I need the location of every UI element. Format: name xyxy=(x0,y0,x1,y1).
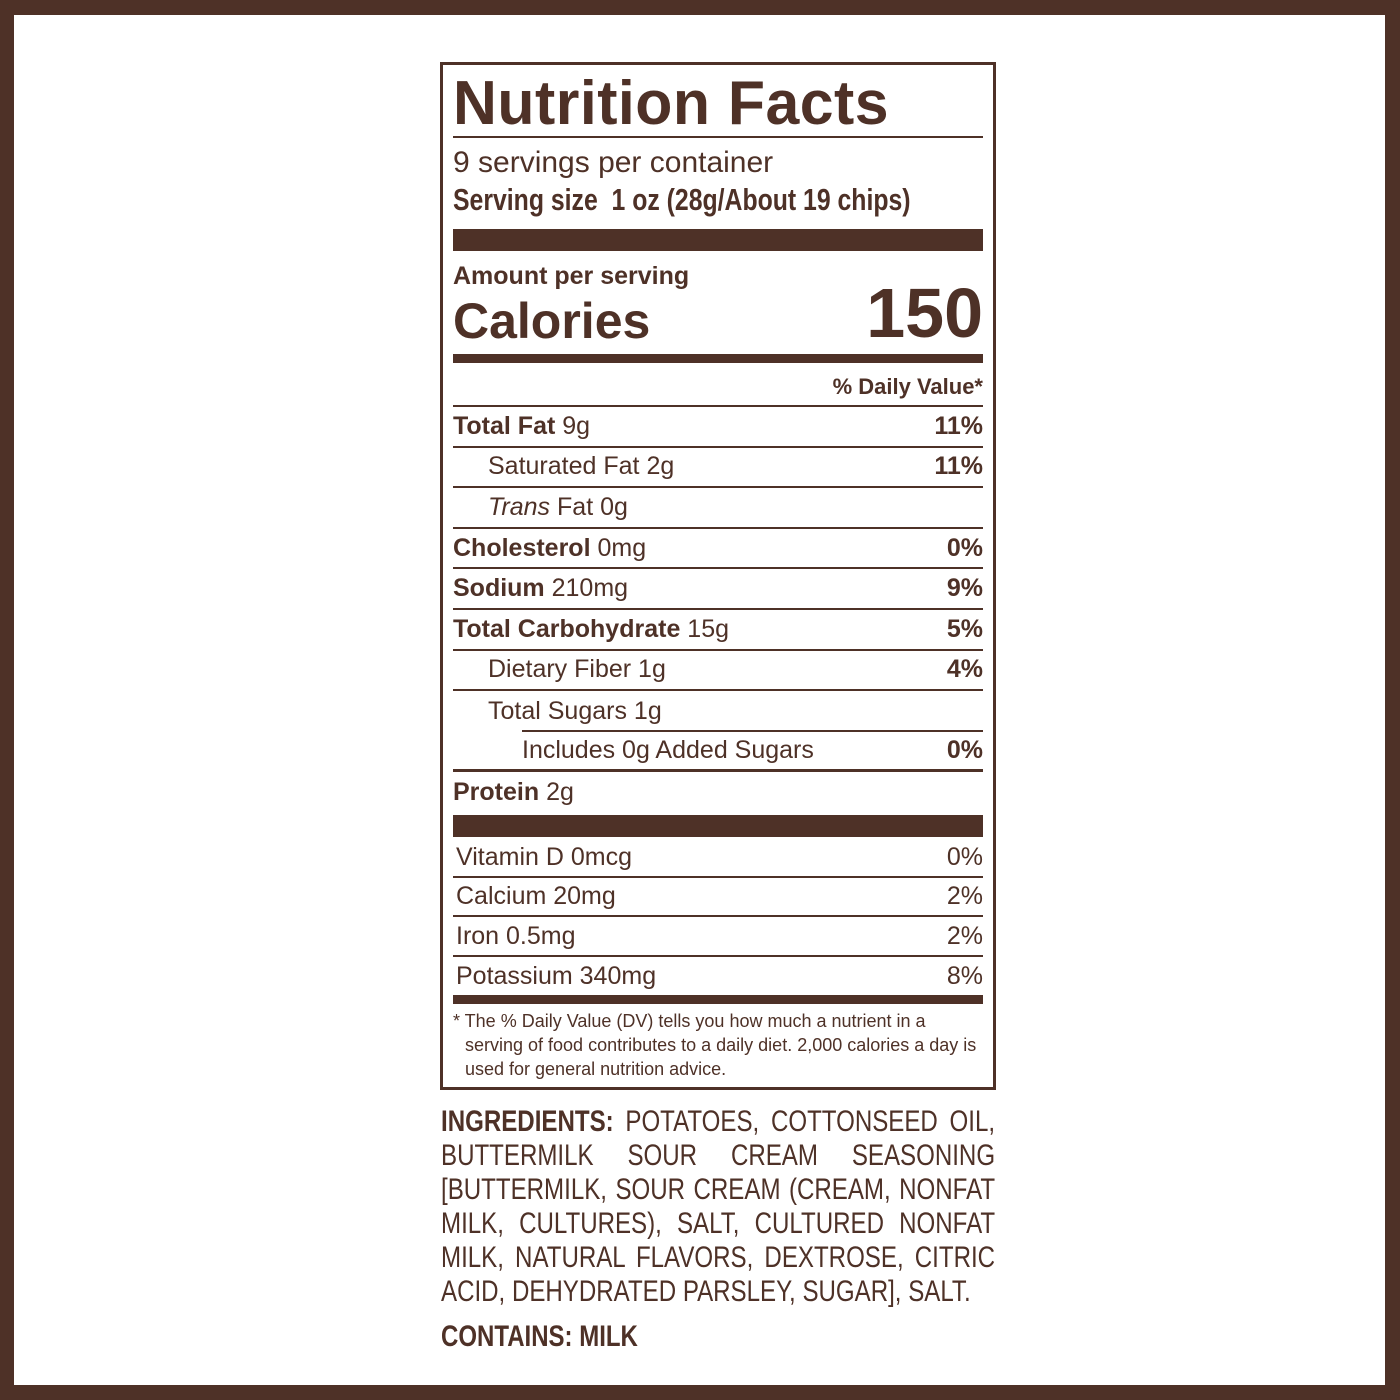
medium-divider xyxy=(453,995,983,1004)
nutrient-row-saturated-fat: Saturated Fat 2g 11% xyxy=(453,448,983,489)
calories-value: 150 xyxy=(866,274,983,352)
divider xyxy=(453,405,983,407)
serving-size-value: 1 oz (28g/About 19 chips) xyxy=(611,182,911,217)
vitamin-row: Calcium 20mg 2% xyxy=(453,878,983,917)
nutrition-facts-panel: Nutrition Facts 9 servings per container… xyxy=(440,62,996,1090)
nutrient-dv: 9% xyxy=(946,574,983,603)
vitamin-row: Iron 0.5mg 2% xyxy=(453,917,983,957)
servings-per-container: 9 servings per container xyxy=(453,146,774,179)
vitamin-row: Potassium 340mg 8% xyxy=(453,957,983,995)
nutrient-dv: 0% xyxy=(946,533,983,562)
divider xyxy=(453,136,983,138)
nutrient-name: Protein xyxy=(453,778,540,807)
ingredients-label: INGREDIENTS: xyxy=(441,1105,614,1138)
nutrient-name: Total Fat xyxy=(453,411,556,440)
panel-title: Nutrition Facts xyxy=(453,69,890,138)
serving-size: Serving size 1 oz (28g/About 19 chips) xyxy=(453,182,989,218)
vitamin-dv: 2% xyxy=(946,882,983,910)
nutrient-amount: 2g xyxy=(546,778,574,807)
nutrient-row-protein: Protein 2g xyxy=(453,772,983,813)
nutrient-row-sodium: Sodium 210mg 9% xyxy=(453,569,983,610)
nutrient-dv: 11% xyxy=(934,411,983,440)
nutrient-amount: 1g xyxy=(633,696,662,725)
nutrient-amount: 15g xyxy=(687,614,730,643)
nutrient-dv: 11% xyxy=(934,452,983,481)
vitamin-row: Vitamin D 0mcg 0% xyxy=(453,839,983,878)
footnote: * The % Daily Value (DV) tells you how m… xyxy=(453,1009,983,1081)
nutrient-name: Saturated Fat xyxy=(488,452,640,481)
vitamin-dv: 0% xyxy=(946,843,983,871)
ingredients-text: POTATOES, COTTONSEED OIL, BUTTERMILK SOU… xyxy=(441,1105,996,1308)
nutrient-name: Sodium xyxy=(453,574,545,603)
nutrient-amount: 1g xyxy=(638,655,666,684)
daily-value-header: % Daily Value* xyxy=(832,374,983,399)
allergen-contains: CONTAINS: MILK xyxy=(441,1320,638,1353)
vitamin-dv: 2% xyxy=(946,921,983,950)
serving-size-label: Serving size xyxy=(453,182,598,217)
nutrient-dv: 0% xyxy=(946,736,983,765)
nutrient-amount: 9g xyxy=(562,411,591,440)
vitamin-dv: 8% xyxy=(946,961,983,990)
nutrient-dv: 5% xyxy=(946,614,983,643)
nutrient-amount: 0mg xyxy=(597,533,647,562)
nutrient-row-cholesterol: Cholesterol 0mg 0% xyxy=(453,529,983,570)
footnote-text: * The % Daily Value (DV) tells you how m… xyxy=(453,1011,977,1079)
vitamin-name: Iron 0.5mg xyxy=(456,921,576,950)
nutrient-name: Cholesterol xyxy=(453,533,591,562)
nutrient-name-rest: Fat xyxy=(557,492,594,521)
nutrient-row-total-sugars: Total Sugars 1g xyxy=(453,691,983,732)
nutrient-name: Dietary Fiber xyxy=(488,655,632,684)
vitamin-name: Potassium 340mg xyxy=(456,961,657,990)
vitamin-name: Calcium 20mg xyxy=(456,882,616,910)
nutrient-amount: 0g xyxy=(600,492,628,521)
nutrient-amount: 2g xyxy=(646,452,675,481)
nutrient-dv: 4% xyxy=(946,655,983,684)
thick-divider xyxy=(453,815,983,837)
vitamin-name: Vitamin D 0mcg xyxy=(456,843,632,871)
nutrient-row-total-fat: Total Fat 9g 11% xyxy=(453,407,983,448)
ingredients-block: INGREDIENTS: POTATOES, COTTONSEED OIL, B… xyxy=(441,1105,995,1309)
nutrient-row-dietary-fiber: Dietary Fiber 1g 4% xyxy=(453,651,983,692)
nutrient-name: Total Carbohydrate xyxy=(453,614,681,643)
nutrient-row-added-sugars: Includes 0g Added Sugars 0% xyxy=(453,732,983,773)
nutrient-amount: 210mg xyxy=(551,574,629,603)
nutrient-name: Trans xyxy=(488,492,551,521)
calories-label: Calories xyxy=(453,293,651,349)
thick-divider xyxy=(453,229,983,251)
nutrient-name: Total Sugars xyxy=(488,696,627,725)
nutrient-row-total-carbohydrate: Total Carbohydrate 15g 5% xyxy=(453,610,983,651)
nutrient-row-trans-fat: Trans Fat 0g xyxy=(453,488,983,529)
medium-divider xyxy=(453,354,983,363)
nutrient-name: Includes 0g Added Sugars xyxy=(522,736,814,765)
divider xyxy=(522,730,983,732)
amount-per-serving: Amount per serving xyxy=(453,262,690,290)
